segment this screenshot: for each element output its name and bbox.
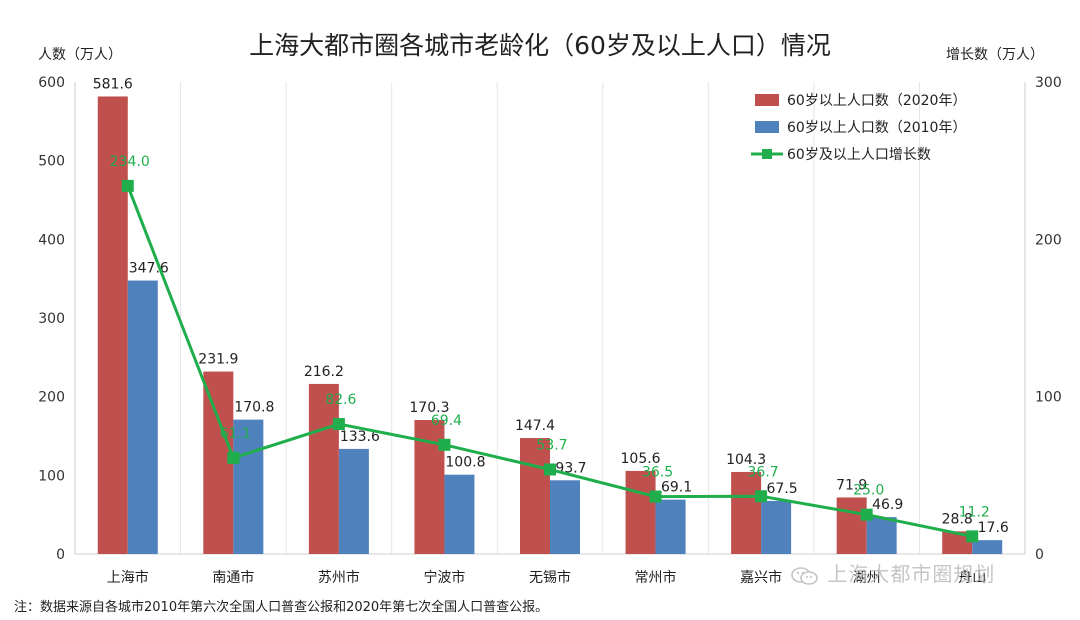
growth-label: 61.1 — [220, 426, 251, 442]
data-label-2020: 216.2 — [304, 364, 344, 380]
y-axis-label: 人数（万人） — [38, 47, 122, 63]
legend-swatch-2020 — [755, 94, 779, 106]
data-label-2010: 100.8 — [445, 455, 485, 471]
data-label-2010: 69.1 — [661, 480, 692, 496]
growth-point — [544, 463, 556, 476]
bar-2010 — [127, 280, 158, 554]
data-label-2010: 170.8 — [234, 400, 274, 416]
chart-canvas: 01002003004005006000100200300581.6347.6上… — [38, 75, 1062, 586]
data-label-2010: 133.6 — [340, 429, 380, 445]
growth-point — [966, 530, 979, 543]
wechat-icon — [791, 566, 818, 585]
growth-label: 234.0 — [110, 154, 150, 170]
bar-2010 — [761, 500, 792, 554]
y-tick-label: 400 — [38, 232, 65, 248]
y-tick-label: 500 — [38, 154, 65, 170]
footnote: 注：数据来源自各城市2010年第六次全国人口普查公报和2020年第七次全国人口普… — [14, 600, 549, 615]
data-label-2020: 581.6 — [93, 76, 133, 92]
x-tick-label: 苏州市 — [318, 569, 360, 586]
x-tick-label: 湖州 — [853, 570, 881, 586]
x-tick-label: 上海市 — [107, 569, 149, 586]
y-tick-label: 200 — [38, 390, 65, 406]
growth-label: 82.6 — [325, 392, 356, 408]
watermark: 上海大都市圈规划 — [790, 558, 995, 587]
growth-point — [227, 451, 240, 464]
legend-label-2010: 60岁以上人口数（2010年） — [787, 120, 966, 136]
y2-tick-label: 0 — [1035, 547, 1044, 563]
x-tick-label: 宁波市 — [423, 569, 465, 586]
x-tick-label: 嘉兴市 — [740, 569, 782, 586]
y-tick-label: 300 — [38, 311, 65, 327]
data-label-2010: 67.5 — [767, 481, 798, 497]
bar-2010 — [233, 419, 264, 554]
bar-2020 — [308, 383, 339, 554]
data-label-2020: 147.4 — [515, 418, 555, 434]
y2-tick-label: 100 — [1035, 390, 1062, 406]
data-label-2020: 104.3 — [726, 452, 766, 468]
y-tick-label: 600 — [38, 75, 65, 91]
data-label-2020: 28.8 — [942, 511, 973, 527]
bar-2010 — [972, 540, 1003, 554]
y-tick-label: 100 — [38, 468, 65, 484]
bar-2010 — [655, 499, 686, 554]
bar-2020 — [625, 470, 656, 554]
growth-point — [649, 490, 662, 503]
bar-2020 — [97, 96, 128, 554]
growth-label: 53.7 — [536, 438, 567, 454]
bar-2020 — [520, 438, 550, 554]
watermark-text: 上海大都市圈规划 — [827, 562, 996, 586]
growth-label: 36.5 — [642, 465, 673, 481]
data-label-2020: 231.9 — [198, 352, 238, 368]
data-label-2020: 105.6 — [621, 451, 661, 467]
growth-label: 25.0 — [853, 483, 884, 499]
y2-tick-label: 300 — [1035, 75, 1062, 91]
data-label-2020: 170.3 — [409, 400, 449, 416]
growth-point — [755, 490, 768, 503]
x-tick-label: 无锡市 — [529, 569, 571, 586]
x-tick-label: 常州市 — [635, 569, 677, 586]
growth-point — [332, 418, 345, 431]
y2-tick-label: 200 — [1035, 232, 1062, 248]
chart-title: 上海大都市圈各城市老龄化（60岁及以上人口）情况 — [249, 31, 831, 60]
bar-2010 — [550, 480, 580, 554]
data-label-2010: 46.9 — [872, 497, 903, 513]
bar-2020 — [731, 471, 762, 554]
bar-2010 — [338, 448, 369, 554]
growth-point — [438, 438, 451, 451]
y2-axis-label: 增长数（万人） — [946, 47, 1044, 63]
data-label-2010: 17.6 — [978, 520, 1009, 536]
growth-point — [121, 179, 134, 192]
legend-label-growth: 60岁及以上人口增长数 — [787, 147, 931, 163]
legend-marker-growth — [762, 149, 772, 159]
bar-2010 — [866, 517, 897, 554]
bar-2020 — [942, 531, 973, 554]
y-tick-label: 0 — [56, 547, 65, 563]
x-tick-label: 舟山 — [958, 570, 986, 586]
x-tick-label: 南通市 — [212, 569, 254, 586]
growth-point — [860, 508, 873, 521]
growth-label: 36.7 — [748, 464, 779, 480]
legend-swatch-2010 — [755, 121, 779, 133]
bar-2010 — [444, 474, 475, 554]
bar-2020 — [836, 497, 867, 554]
growth-label: 11.2 — [959, 504, 990, 520]
growth-label: 69.4 — [431, 413, 462, 429]
legend-label-2020: 60岁以上人口数（2020年） — [787, 93, 966, 109]
data-label-2020: 71.9 — [836, 477, 867, 493]
